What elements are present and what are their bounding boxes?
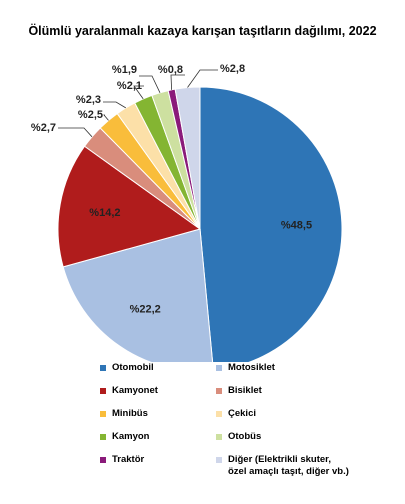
legend-item: Kamyonet xyxy=(100,385,158,397)
data-label-otobus: %1,9 xyxy=(112,64,137,76)
legend-label: Bisiklet xyxy=(228,385,262,396)
legend-swatch xyxy=(100,411,106,417)
legend-swatch xyxy=(216,434,222,440)
legend-item: Motosiklet xyxy=(216,362,275,374)
data-label-diger-elektrikli-skuter: %2,8 xyxy=(220,63,245,75)
legend-swatch xyxy=(216,457,222,463)
legend-swatch xyxy=(216,365,222,371)
leader-line-kamyon xyxy=(133,85,144,100)
legend-item: Otomobil xyxy=(100,362,154,374)
leader-line-cekici xyxy=(103,101,127,109)
pie-slice-motosiklet xyxy=(62,228,214,362)
legend-label: Traktör xyxy=(112,454,145,465)
legend-item: Bisiklet xyxy=(216,385,262,397)
legend-item: Kamyon xyxy=(100,431,149,443)
legend-label: Çekici xyxy=(228,408,256,419)
legend-label: Kamyonet xyxy=(112,385,158,396)
pie-slice-kamyonet xyxy=(57,145,202,268)
legend-swatch xyxy=(100,388,106,394)
legend-swatch xyxy=(100,434,106,440)
legend-label: Kamyon xyxy=(112,431,150,442)
data-label-bisiklet: %2,7 xyxy=(31,122,56,134)
legend-label: Otobüs xyxy=(228,431,262,442)
data-label-otomobil: %48,5 xyxy=(281,220,312,232)
legend-swatch xyxy=(100,365,106,371)
legend-item: Çekici xyxy=(216,408,256,420)
legend-swatch xyxy=(216,388,222,394)
data-label-minibus: %2,5 xyxy=(78,109,103,121)
data-label-motosiklet: %22,2 xyxy=(130,304,161,316)
leader-line-otobus xyxy=(139,75,161,93)
legend-label: Diğer (Elektrikli skuter, özel amaçlı ta… xyxy=(228,454,349,477)
data-label-traktor: %0,8 xyxy=(158,64,183,76)
legend-label: Motosiklet xyxy=(228,362,275,373)
legend-item: Otobüs xyxy=(216,431,261,443)
leader-line-minibus xyxy=(103,114,109,121)
pie-chart: %48,5 %22,2 %14,2 %2,7 %2,5 %2,3 %2,1 %1,9 %0,8%… xyxy=(31,63,343,362)
leader-line-bisiklet xyxy=(58,127,93,138)
legend-item: Minibüs xyxy=(100,408,148,420)
pie-slice-diger-elektrikli-skuter xyxy=(174,86,201,230)
data-label-kamyonet: %14,2 xyxy=(89,207,120,219)
legend-label: Otomobil xyxy=(112,362,154,373)
legend-item: Diğer (Elektrikli skuter, özel amaçlı ta… xyxy=(216,454,349,478)
leader-line-traktor xyxy=(170,74,185,90)
legend-label: Minibüs xyxy=(112,408,148,419)
data-label-cekici: %2,3 xyxy=(76,94,101,106)
data-label-kamyon: %2,1 xyxy=(117,80,142,92)
chart-title: Ölümlü yaralanmalı kazaya karışan taşıtl… xyxy=(28,24,377,38)
leader-line-diger-elektrikli-skuter xyxy=(187,69,218,88)
legend-swatch xyxy=(216,411,222,417)
legend-item: Traktör xyxy=(100,454,144,466)
legend-swatch xyxy=(100,457,106,463)
pie-slice-otomobil xyxy=(199,86,343,362)
